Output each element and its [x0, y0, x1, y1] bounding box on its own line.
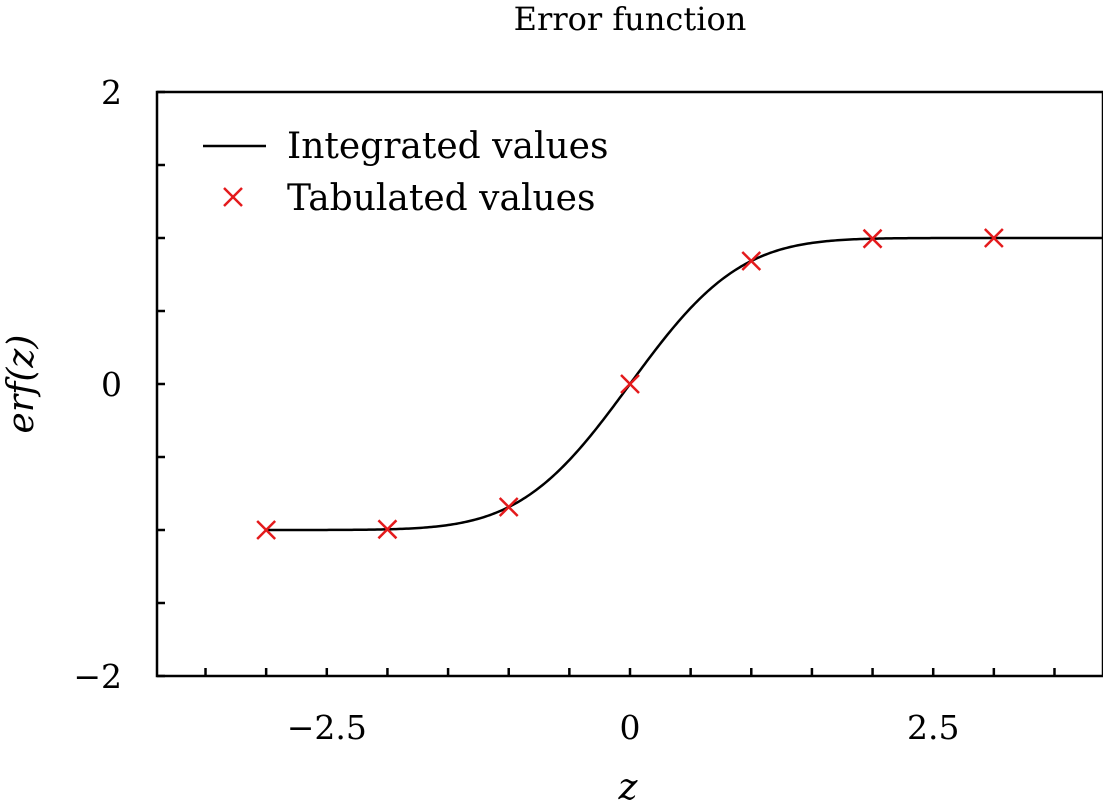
- legend-label-integrated: Integrated values: [287, 126, 608, 167]
- x-axis-label: z: [618, 767, 639, 804]
- y-axis-ticks: [157, 90, 165, 678]
- chart-title: Error function: [514, 0, 747, 38]
- tabulated-point: [620, 374, 640, 394]
- tabulated-point: [983, 228, 1004, 248]
- legend-label-tabulated: Tabulated values: [287, 178, 595, 219]
- legend: Integrated values Tabulated values: [203, 126, 608, 219]
- legend-marker-sample: [223, 187, 243, 207]
- x-tick-label: 0: [620, 708, 641, 747]
- tabulated-point: [256, 520, 277, 540]
- x-axis-tick-labels: −2.5 0 2.5: [287, 708, 960, 747]
- tabulated-point: [862, 228, 883, 249]
- y-tick-label: 0: [101, 365, 122, 404]
- tabulated-values-markers: [256, 228, 1004, 540]
- y-tick-label: 2: [101, 73, 122, 112]
- x-axis-ticks: [204, 668, 1056, 676]
- y-axis-label: erf(z): [1, 335, 42, 434]
- y-tick-label: −2: [73, 657, 122, 696]
- tabulated-point: [377, 519, 398, 540]
- x-tick-label: 2.5: [907, 708, 959, 747]
- y-axis-tick-labels: −2 0 2: [73, 73, 122, 696]
- integrated-values-line: [266, 236, 1103, 532]
- x-tick-label: −2.5: [287, 708, 367, 747]
- tabulated-point: [741, 251, 762, 271]
- tabulated-point: [498, 497, 519, 517]
